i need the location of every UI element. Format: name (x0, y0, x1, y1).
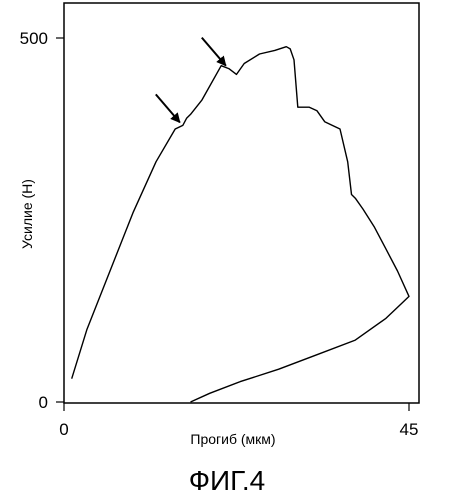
series-layer (72, 47, 409, 402)
figure-caption: ФИГ.4 (189, 465, 266, 496)
annotation-arrow-1 (202, 38, 226, 66)
x-tick-label-0: 0 (59, 420, 68, 439)
plot-frame (64, 3, 419, 403)
y-axis-title: Усилие (Н) (19, 179, 35, 249)
y-tick-label-0: 0 (39, 393, 48, 412)
x-axis-title: Прогиб (мкм) (190, 431, 275, 447)
y-tick-label-500: 500 (20, 29, 48, 48)
annotation-arrow-0 (156, 94, 180, 122)
x-tick-label-45: 45 (400, 420, 419, 439)
annotation-layer (156, 38, 226, 123)
series-line-0 (72, 47, 409, 402)
